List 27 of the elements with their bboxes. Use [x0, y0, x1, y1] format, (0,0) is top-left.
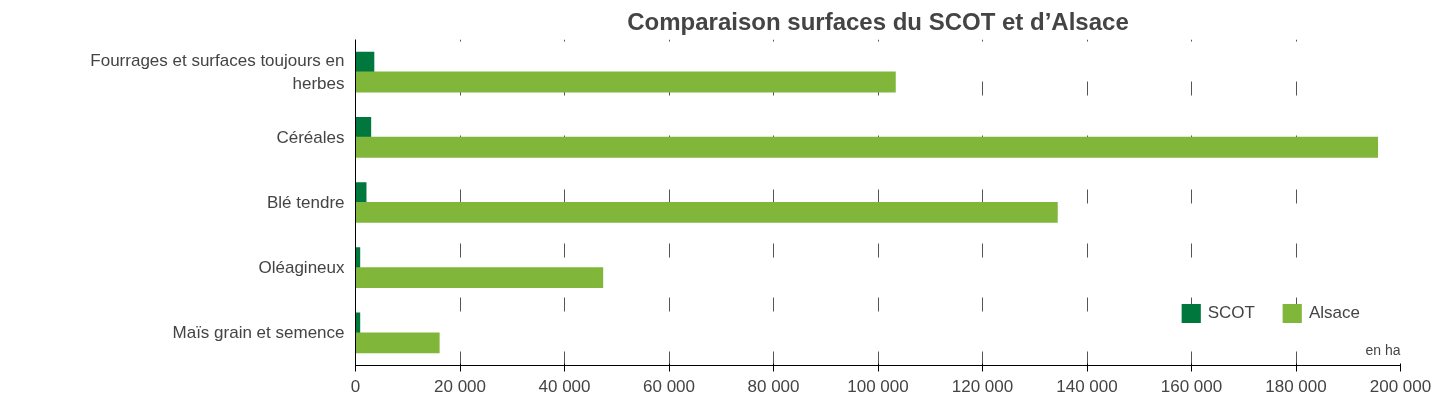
x-tick-label: 20 000	[434, 376, 486, 396]
x-tick-label: 60 000	[643, 376, 695, 396]
legend-label: SCOT	[1207, 303, 1255, 323]
bar	[355, 201, 1058, 223]
x-tick-label: 40 000	[538, 376, 591, 396]
x-tick-label: 100 000	[847, 376, 909, 396]
x-tick-label: 80 000	[747, 376, 800, 396]
y-tick-label: Maïs grain et semence	[172, 323, 345, 343]
bar	[355, 51, 375, 73]
legend-label: Alsace	[1308, 303, 1360, 323]
x-tick-label: 160 000	[1160, 376, 1223, 396]
bar	[355, 267, 604, 289]
y-tick-label: Blé tendre	[267, 193, 345, 212]
bar	[355, 116, 372, 138]
bar	[355, 136, 1379, 158]
y-tick-label: Céréales	[276, 127, 345, 147]
x-tick-label: 0	[350, 376, 361, 396]
y-tick-label: Oléagineux	[258, 258, 345, 278]
bar	[355, 332, 440, 354]
x-tick-label: 200 000	[1369, 376, 1432, 396]
annotation: en ha	[1365, 341, 1401, 358]
x-tick-label: 120 000	[951, 376, 1014, 396]
bar	[355, 71, 896, 93]
y-tick-label: Fourrages et surfaces toujours en herbes	[90, 51, 345, 93]
chart-title: Comparaison surfaces du SCOT et d’Alsace	[627, 7, 1129, 35]
x-tick-label: 140 000	[1056, 376, 1118, 396]
x-tick-label: 180 000	[1265, 376, 1327, 396]
